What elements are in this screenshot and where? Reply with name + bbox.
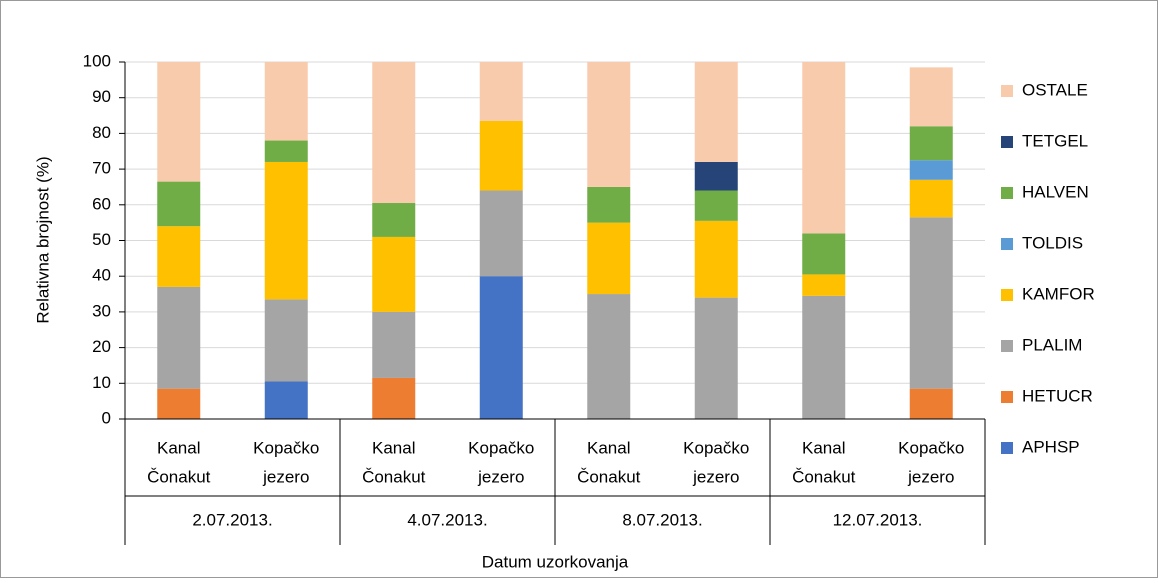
bar-segment bbox=[909, 388, 953, 419]
bar-segment bbox=[694, 62, 738, 162]
bar-segment bbox=[909, 160, 953, 180]
legend-label: HETUCR bbox=[1022, 386, 1093, 405]
y-tick-label: 100 bbox=[83, 51, 111, 70]
group-label: 4.07.2013. bbox=[407, 510, 487, 529]
bar-segment bbox=[802, 233, 846, 275]
bar-segment bbox=[479, 120, 523, 191]
y-tick-label: 80 bbox=[92, 123, 111, 142]
legend-label: OSTALE bbox=[1022, 80, 1088, 99]
bar-segment bbox=[264, 381, 308, 419]
bar-segment bbox=[372, 377, 416, 419]
group-label: 2.07.2013. bbox=[192, 510, 272, 529]
x-tick-label: Čonakut bbox=[577, 467, 641, 486]
bar-segment bbox=[264, 299, 308, 382]
bar-segment bbox=[157, 226, 201, 287]
x-tick-label: Kopačko bbox=[253, 438, 319, 457]
y-tick-label: 70 bbox=[92, 159, 111, 178]
y-tick-label: 50 bbox=[92, 230, 111, 249]
bar-segment bbox=[694, 220, 738, 298]
x-tick-label: jezero bbox=[907, 467, 954, 486]
bar-segment bbox=[587, 62, 631, 187]
x-tick-label: jezero bbox=[692, 467, 739, 486]
bar-segment bbox=[372, 62, 416, 204]
bar-segment bbox=[157, 62, 201, 182]
bar-segment bbox=[694, 161, 738, 191]
bar-segment bbox=[479, 190, 523, 277]
legend-swatch bbox=[1001, 391, 1013, 403]
legend-label: HALVEN bbox=[1022, 182, 1089, 201]
x-tick-label: Kanal bbox=[157, 438, 200, 457]
x-tick-label: Čonakut bbox=[147, 467, 211, 486]
legend-swatch bbox=[1001, 85, 1013, 97]
y-axis-title: Relativna brojnost (%) bbox=[33, 156, 52, 323]
bar-segment bbox=[587, 186, 631, 223]
legend-swatch bbox=[1001, 442, 1013, 454]
x-tick-label: Čonakut bbox=[362, 467, 426, 486]
group-label: 8.07.2013. bbox=[622, 510, 702, 529]
legend-swatch bbox=[1001, 238, 1013, 250]
group-label: 12.07.2013. bbox=[833, 510, 923, 529]
legend-swatch bbox=[1001, 187, 1013, 199]
bar-segment bbox=[802, 295, 846, 419]
bar-segment bbox=[694, 297, 738, 419]
legend-label: TETGEL bbox=[1022, 131, 1088, 150]
x-tick-label: Kanal bbox=[802, 438, 845, 457]
bar-segment bbox=[479, 62, 523, 121]
y-tick-label: 20 bbox=[92, 337, 111, 356]
y-tick-label: 0 bbox=[102, 408, 111, 427]
x-tick-label: jezero bbox=[262, 467, 309, 486]
bar-segment bbox=[157, 286, 201, 389]
y-tick-label: 30 bbox=[92, 301, 111, 320]
y-tick-label: 40 bbox=[92, 266, 111, 285]
legend-swatch bbox=[1001, 289, 1013, 301]
bar-segment bbox=[264, 140, 308, 162]
legend-swatch bbox=[1001, 136, 1013, 148]
y-tick-label: 60 bbox=[92, 194, 111, 213]
bar-segment bbox=[264, 161, 308, 300]
legend-label: KAMFOR bbox=[1022, 284, 1095, 303]
bar-segment bbox=[479, 276, 523, 419]
legend-label: APHSP bbox=[1022, 437, 1080, 456]
bar-segment bbox=[587, 294, 631, 419]
y-tick-label: 90 bbox=[92, 87, 111, 106]
bar-segment bbox=[157, 181, 201, 227]
bar-segment bbox=[909, 179, 953, 218]
bar-segment bbox=[802, 62, 846, 234]
bar-segment bbox=[587, 222, 631, 295]
x-tick-label: Kanal bbox=[372, 438, 415, 457]
y-tick-label: 10 bbox=[92, 373, 111, 392]
legend-swatch bbox=[1001, 340, 1013, 352]
x-tick-label: Kanal bbox=[587, 438, 630, 457]
x-tick-label: jezero bbox=[477, 467, 524, 486]
bar-segment bbox=[372, 311, 416, 378]
legend-label: PLALIM bbox=[1022, 335, 1082, 354]
bar-segment bbox=[909, 67, 953, 127]
bar-segment bbox=[372, 203, 416, 237]
x-tick-label: Čonakut bbox=[792, 467, 856, 486]
x-axis-title: Datum uzorkovanja bbox=[482, 552, 629, 571]
bar-segment bbox=[802, 274, 846, 296]
bar-segment bbox=[909, 126, 953, 161]
bar-segment bbox=[157, 388, 201, 419]
bar-segment bbox=[372, 236, 416, 312]
bar-segment bbox=[264, 62, 308, 141]
legend-label: TOLDIS bbox=[1022, 233, 1083, 252]
x-tick-label: Kopačko bbox=[468, 438, 534, 457]
bar-segment bbox=[694, 190, 738, 221]
x-tick-label: Kopačko bbox=[683, 438, 749, 457]
bar-segment bbox=[909, 217, 953, 389]
x-tick-label: Kopačko bbox=[898, 438, 964, 457]
